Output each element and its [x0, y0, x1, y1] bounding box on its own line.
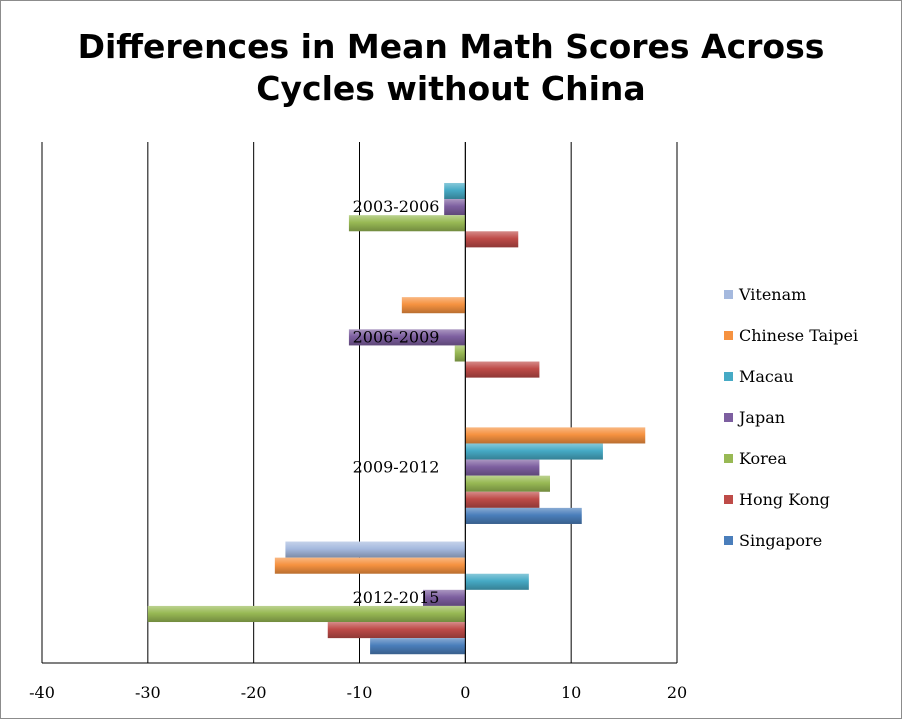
legend-label: Chinese Taipei [739, 325, 859, 345]
legend-item: Singapore [724, 529, 822, 551]
category-label: 2009-2012 [353, 458, 440, 477]
legend-label: Vitenam [739, 284, 807, 304]
x-tick-label: -40 [29, 683, 55, 702]
legend-label: Korea [739, 448, 787, 468]
legend-label: Japan [739, 407, 786, 427]
legend-swatch [724, 453, 733, 463]
bar-korea [454, 345, 466, 362]
legend-swatch [724, 535, 733, 545]
legend-label: Singapore [739, 530, 823, 550]
legend-item: Korea [724, 447, 787, 469]
x-tick-label: -10 [347, 683, 373, 702]
x-tick-label: -20 [241, 683, 267, 702]
category-label: 2006-2009 [353, 327, 440, 346]
legend-item: Macau [724, 365, 794, 387]
bar-macau [465, 443, 603, 460]
bar-korea [465, 475, 550, 492]
bar-hong-kong [465, 231, 519, 248]
bar-korea [147, 605, 466, 623]
x-tick-label: 0 [460, 683, 470, 702]
legend-swatch [724, 289, 733, 299]
bar-singapore [370, 638, 466, 655]
category-label: 2012-2015 [353, 588, 440, 607]
bar-macau [444, 182, 466, 200]
x-tick-label: 10 [561, 683, 581, 702]
bar-chinese-taipei [401, 297, 466, 314]
bar-korea [348, 215, 466, 232]
x-tick-label: -30 [135, 683, 161, 702]
bar-japan [444, 199, 466, 216]
legend-item: Hong Kong [724, 488, 830, 510]
legend-item: Chinese Taipei [724, 324, 858, 346]
bar-chinese-taipei [274, 557, 466, 574]
legend-swatch [724, 494, 733, 504]
bar-hong-kong [465, 361, 540, 378]
bar-chinese-taipei [465, 427, 646, 444]
legend-item: Vitenam [724, 283, 806, 305]
bar-japan [465, 459, 540, 476]
legend-label: Hong Kong [739, 489, 830, 509]
bar-hong-kong [327, 622, 466, 639]
bar-vitenam [285, 541, 466, 558]
legend-item: Japan [724, 406, 785, 428]
legend-label: Macau [739, 366, 794, 386]
legend-swatch [724, 412, 733, 422]
chart-title-line-2: Cycles without China [256, 69, 646, 108]
legend-swatch [724, 371, 733, 381]
chart-title-line-1: Differences in Mean Math Scores Across [77, 27, 825, 66]
bar-singapore [465, 507, 582, 524]
chart-title: Differences in Mean Math Scores Across C… [0, 26, 902, 110]
bar-japan [423, 589, 466, 606]
bar-hong-kong [465, 491, 540, 508]
x-tick-label: 20 [667, 683, 687, 702]
bar-japan [348, 329, 466, 346]
legend-swatch [724, 330, 733, 340]
bar-macau [465, 573, 529, 590]
category-label: 2003-2006 [353, 197, 440, 216]
